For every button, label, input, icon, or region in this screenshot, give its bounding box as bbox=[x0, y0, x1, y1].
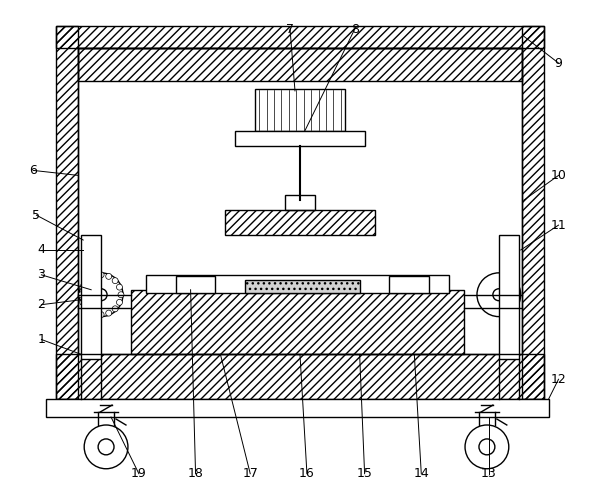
Circle shape bbox=[98, 439, 114, 455]
Text: 12: 12 bbox=[551, 373, 567, 386]
Circle shape bbox=[118, 292, 124, 297]
Circle shape bbox=[117, 299, 123, 305]
Polygon shape bbox=[255, 89, 345, 131]
Circle shape bbox=[117, 284, 123, 290]
Text: 15: 15 bbox=[357, 467, 372, 480]
Circle shape bbox=[112, 306, 118, 312]
Polygon shape bbox=[146, 275, 449, 293]
Polygon shape bbox=[245, 280, 360, 293]
Circle shape bbox=[112, 278, 118, 284]
Circle shape bbox=[477, 273, 521, 317]
Polygon shape bbox=[47, 399, 548, 417]
Circle shape bbox=[479, 439, 495, 455]
Text: 4: 4 bbox=[38, 244, 45, 256]
Text: 7: 7 bbox=[286, 23, 294, 36]
Circle shape bbox=[80, 299, 86, 305]
Text: 19: 19 bbox=[131, 467, 147, 480]
Circle shape bbox=[105, 273, 112, 279]
Text: 10: 10 bbox=[551, 169, 567, 182]
Text: 3: 3 bbox=[38, 268, 45, 281]
Circle shape bbox=[84, 425, 128, 469]
Circle shape bbox=[78, 292, 84, 297]
Text: 6: 6 bbox=[29, 164, 38, 177]
Circle shape bbox=[79, 273, 123, 317]
Circle shape bbox=[91, 310, 97, 316]
Circle shape bbox=[98, 312, 104, 318]
Circle shape bbox=[84, 306, 90, 312]
Circle shape bbox=[84, 278, 90, 284]
Circle shape bbox=[465, 425, 509, 469]
Polygon shape bbox=[176, 276, 216, 293]
Text: 17: 17 bbox=[242, 467, 258, 480]
Text: 5: 5 bbox=[32, 209, 41, 222]
Polygon shape bbox=[81, 235, 101, 359]
Circle shape bbox=[91, 273, 97, 279]
Text: 13: 13 bbox=[481, 467, 497, 480]
Polygon shape bbox=[499, 235, 519, 359]
Circle shape bbox=[95, 289, 107, 300]
Text: 1: 1 bbox=[38, 333, 45, 346]
Text: 16: 16 bbox=[299, 467, 315, 480]
Text: 8: 8 bbox=[350, 23, 359, 36]
Text: 2: 2 bbox=[38, 298, 45, 311]
Polygon shape bbox=[389, 276, 429, 293]
Circle shape bbox=[493, 289, 505, 300]
Text: 18: 18 bbox=[188, 467, 203, 480]
Text: 9: 9 bbox=[555, 56, 562, 69]
Polygon shape bbox=[285, 196, 315, 210]
Circle shape bbox=[80, 284, 86, 290]
Text: 14: 14 bbox=[413, 467, 429, 480]
Circle shape bbox=[105, 310, 112, 316]
Circle shape bbox=[98, 272, 104, 278]
Text: 11: 11 bbox=[551, 219, 567, 232]
Polygon shape bbox=[236, 131, 365, 146]
